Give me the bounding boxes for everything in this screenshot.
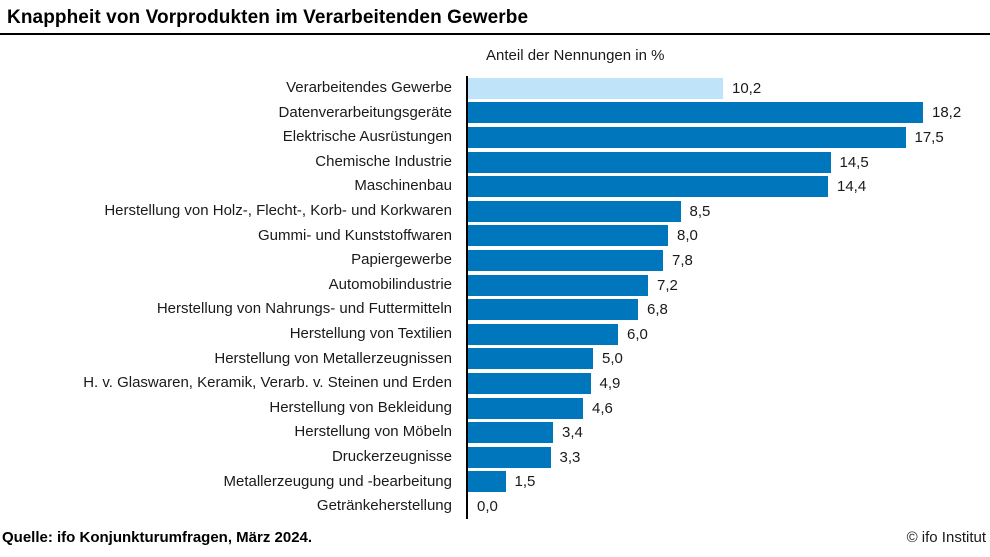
value-label: 3,3 <box>559 448 581 466</box>
bar-track: 3,3 <box>466 444 990 470</box>
chart-row: Maschinenbau 14,4 <box>0 174 990 199</box>
chart-row: Herstellung von Nahrungs- und Futtermitt… <box>0 297 990 322</box>
chart-row: Herstellung von Möbeln 3,4 <box>0 420 990 445</box>
bar <box>468 372 591 394</box>
bar <box>468 446 551 468</box>
bar-track: 8,0 <box>466 223 990 249</box>
bar-track: 3,4 <box>466 420 990 445</box>
chart-row: Herstellung von Metallerzeugnissen 5,0 <box>0 346 990 372</box>
page-title: Knappheit von Vorprodukten im Verarbeite… <box>7 7 529 28</box>
category-label: Maschinenbau <box>354 177 452 195</box>
category-label: Herstellung von Bekleidung <box>269 398 452 416</box>
category-label: Herstellung von Textilien <box>289 324 452 342</box>
category-label: Automobilindustrie <box>328 275 452 293</box>
bar-track: 4,6 <box>466 395 990 421</box>
bar <box>468 397 583 419</box>
category-label: Gummi- und Kunststoffwaren <box>258 226 452 244</box>
bar-track: 1,5 <box>466 469 990 495</box>
title-divider <box>0 33 990 35</box>
value-label: 7,8 <box>672 251 693 269</box>
chart-row: Chemische Industrie 14,5 <box>0 149 990 175</box>
chart-row: Getränkeherstellung 0,0 <box>0 494 990 519</box>
bar-track: 14,4 <box>466 174 990 199</box>
source-note: Quelle: ifo Konjunkturumfragen, März 202… <box>2 528 313 546</box>
bar-track: 0,0 <box>466 494 990 519</box>
bar <box>468 176 828 198</box>
category-label: Papiergewerbe <box>351 251 452 269</box>
bar-track: 10,2 <box>466 76 990 101</box>
category-label: Herstellung von Nahrungs- und Futtermitt… <box>156 300 452 318</box>
copyright-note: © ifo Institut <box>906 528 986 546</box>
category-label: Elektrische Ausrüstungen <box>282 128 452 146</box>
value-label: 6,0 <box>627 325 648 343</box>
chart-row: Druckerzeugnisse 3,3 <box>0 444 990 470</box>
chart-row: H. v. Glaswaren, Keramik, Verarb. v. Ste… <box>0 371 990 396</box>
value-label: 14,5 <box>839 153 869 171</box>
value-label: 3,4 <box>562 424 583 442</box>
bar <box>468 348 593 370</box>
bar-track: 18,2 <box>466 100 990 126</box>
value-label: 4,9 <box>599 374 621 392</box>
value-label: 7,2 <box>657 276 678 294</box>
bar <box>468 77 723 99</box>
bar-track: 14,5 <box>466 149 990 175</box>
category-label: H. v. Glaswaren, Keramik, Verarb. v. Ste… <box>83 374 452 392</box>
bar <box>468 126 906 148</box>
chart-row: Elektrische Ausrüstungen 17,5 <box>0 125 990 150</box>
bar-chart: Verarbeitendes Gewerbe 10,2 Datenverarbe… <box>0 76 990 519</box>
value-label: 14,4 <box>837 178 867 196</box>
bar-track: 6,8 <box>466 297 990 322</box>
chart-row: Papiergewerbe 7,8 <box>0 248 990 273</box>
category-label: Chemische Industrie <box>315 152 452 170</box>
bar <box>468 299 638 321</box>
chart-subtitle: Anteil der Nennungen in % <box>486 47 665 64</box>
footer: Quelle: ifo Konjunkturumfragen, März 202… <box>0 519 990 546</box>
bar <box>468 102 923 124</box>
value-label: 18,2 <box>932 104 962 122</box>
value-label: 6,8 <box>647 301 668 319</box>
bar <box>468 422 553 444</box>
bar-track: 6,0 <box>466 321 990 347</box>
chart-row: Datenverarbeitungsgeräte 18,2 <box>0 100 990 126</box>
value-label: 4,6 <box>592 399 613 417</box>
value-label: 5,0 <box>602 350 623 368</box>
bar-track: 17,5 <box>466 125 990 150</box>
bar-track: 5,0 <box>466 346 990 372</box>
value-label: 17,5 <box>914 128 944 146</box>
chart-row: Herstellung von Textilien 6,0 <box>0 321 990 347</box>
category-label: Herstellung von Holz-, Flecht-, Korb- un… <box>104 201 452 219</box>
bar-track: 8,5 <box>466 198 990 224</box>
category-label: Metallerzeugung und -bearbeitung <box>223 472 453 490</box>
bar <box>468 274 648 296</box>
category-label: Datenverarbeitungsgeräte <box>278 103 452 121</box>
bar <box>468 200 681 222</box>
bar <box>468 225 668 247</box>
bar-track: 7,8 <box>466 248 990 273</box>
bar <box>468 323 618 345</box>
category-label: Verarbeitendes Gewerbe <box>286 79 452 96</box>
category-label: Getränkeherstellung <box>316 497 452 515</box>
bar <box>468 249 663 271</box>
category-label: Herstellung von Metallerzeugnissen <box>214 349 452 367</box>
chart-row: Automobilindustrie 7,2 <box>0 272 990 298</box>
bar <box>468 471 506 493</box>
chart-row: Gummi- und Kunststoffwaren 8,0 <box>0 223 990 249</box>
chart-row: Herstellung von Holz-, Flecht-, Korb- un… <box>0 198 990 224</box>
bar-track: 4,9 <box>466 371 990 396</box>
category-label: Herstellung von Möbeln <box>294 423 452 441</box>
value-label: 8,5 <box>689 202 711 220</box>
chart-row: Metallerzeugung und -bearbeitung 1,5 <box>0 469 990 495</box>
bar <box>468 151 831 173</box>
category-label: Druckerzeugnisse <box>331 447 452 465</box>
value-label: 8,0 <box>677 227 698 245</box>
value-label: 10,2 <box>732 79 762 97</box>
value-label: 1,5 <box>514 473 536 491</box>
value-label: 0,0 <box>477 497 498 515</box>
bar-track: 7,2 <box>466 272 990 298</box>
chart-row: Herstellung von Bekleidung 4,6 <box>0 395 990 421</box>
chart-row: Verarbeitendes Gewerbe 10,2 <box>0 76 990 101</box>
